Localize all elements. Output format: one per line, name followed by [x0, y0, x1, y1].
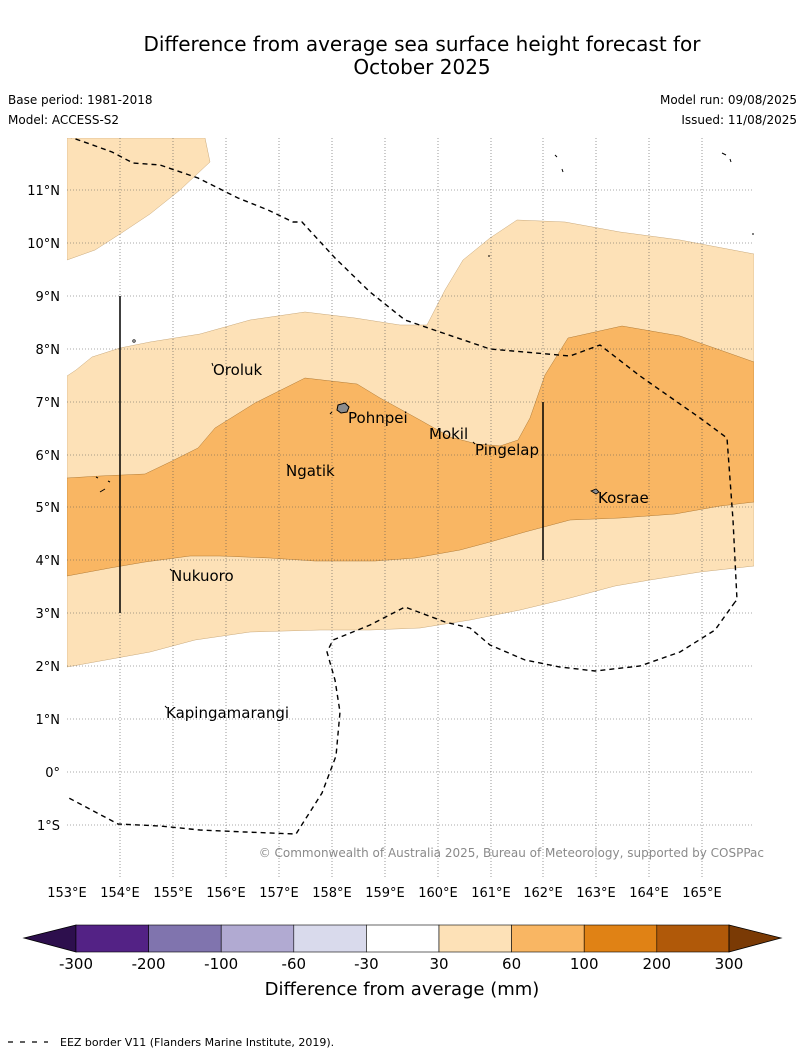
title-line-1: Difference from average sea surface heig… [143, 32, 701, 56]
lon-label: 157°E [259, 886, 299, 901]
shading-60-100-band [67, 325, 754, 577]
place-labels: Oroluk Pohnpei Mokil Pingelap Ngatik Kos… [166, 361, 649, 722]
lon-label: 164°E [629, 886, 669, 901]
base-period: Base period: 1981-2018 [8, 93, 153, 107]
colorbar-tick: 300 [715, 955, 744, 973]
lon-label: 158°E [312, 886, 352, 901]
eez-border [67, 138, 738, 835]
lat-label: 10°N [27, 237, 60, 252]
lon-label: 163°E [576, 886, 616, 901]
colorbar-segment [438, 924, 512, 953]
colorbar-segment [583, 924, 658, 953]
lat-label: 3°N [36, 607, 61, 622]
lat-label: 11°N [27, 184, 60, 199]
place-label-pingelap: Pingelap [475, 441, 539, 459]
colorbar-segment [511, 924, 585, 953]
graticule [67, 138, 754, 878]
islands [95, 152, 754, 709]
latitude-labels: 11°N 10°N 9°N 8°N 7°N 6°N 5°N 4°N 3°N 2°… [27, 184, 60, 834]
colorbar-segment [366, 924, 440, 953]
colorbar-extend-high [728, 924, 783, 953]
lat-label: 8°N [36, 343, 61, 358]
place-label-nukuoro: Nukuoro [171, 567, 234, 585]
lon-label: 155°E [153, 886, 193, 901]
colorbar-segment [75, 924, 149, 953]
lon-label: 165°E [682, 886, 722, 901]
place-label-kapingamarangi: Kapingamarangi [166, 704, 289, 722]
eez-footnote: EEZ border V11 (Flanders Marine Institut… [60, 1036, 335, 1049]
issued-date: Issued: 11/08/2025 [681, 113, 797, 127]
place-label-ngatik: Ngatik [286, 462, 335, 480]
lat-label: 6°N [36, 449, 61, 464]
colorbar-tick: 30 [429, 955, 448, 973]
colorbar-tick: -30 [354, 955, 379, 973]
title-line-2: October 2025 [353, 55, 491, 79]
lat-label: 1°N [36, 713, 61, 728]
lat-label: 7°N [36, 396, 61, 411]
colorbar-tick: -60 [282, 955, 307, 973]
place-label-mokil: Mokil [429, 425, 468, 443]
colorbar-segment [293, 924, 367, 953]
colorbar-segment [656, 924, 730, 953]
place-label-kosrae: Kosrae [598, 489, 649, 507]
lat-label: 9°N [36, 290, 61, 305]
colorbar-title: Difference from average (mm) [265, 979, 540, 1000]
colorbar [22, 924, 783, 953]
lat-label: 4°N [36, 554, 61, 569]
lat-label: 5°N [36, 501, 61, 516]
colorbar-segment [220, 924, 295, 953]
copyright-note: © Commonwealth of Australia 2025, Bureau… [259, 846, 764, 860]
colorbar-tick: -100 [204, 955, 238, 973]
lat-label: 1°S [37, 819, 60, 834]
map-plot-area [67, 138, 754, 668]
pohnpei-island-icon [336, 402, 350, 414]
lon-label: 161°E [471, 886, 511, 901]
colorbar-ticks: -300 -200 -100 -60 -30 30 60 100 200 300 [59, 955, 743, 973]
colorbar-segment [148, 924, 222, 953]
map-title: Difference from average sea surface heig… [40, 33, 804, 79]
model-name: Model: ACCESS-S2 [8, 113, 120, 127]
longitude-labels: 153°E 154°E 155°E 156°E 157°E 158°E 159°… [47, 886, 722, 901]
colorbar-tick: -300 [59, 955, 93, 973]
lon-label: 162°E [523, 886, 563, 901]
kosrae-island-icon [590, 488, 600, 495]
lon-label: 154°E [100, 886, 140, 901]
colorbar-extend-low [22, 924, 77, 953]
lat-label: 0° [45, 766, 60, 781]
colorbar-tick: -200 [132, 955, 166, 973]
place-label-oroluk: Oroluk [213, 361, 262, 379]
colorbar-tick: 200 [642, 955, 671, 973]
lon-label: 153°E [47, 886, 87, 901]
colorbar-tick: 60 [502, 955, 521, 973]
place-label-pohnpei: Pohnpei [348, 409, 408, 427]
model-run: Model run: 09/08/2025 [659, 93, 797, 107]
lon-label: 160°E [418, 886, 458, 901]
lon-label: 159°E [365, 886, 405, 901]
colorbar-tick: 100 [570, 955, 599, 973]
lat-label: 2°N [36, 660, 61, 675]
shading-30-60-northwest [67, 138, 211, 261]
lon-label: 156°E [206, 886, 246, 901]
